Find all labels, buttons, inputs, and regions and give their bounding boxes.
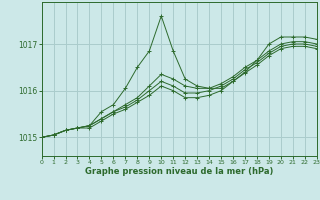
X-axis label: Graphe pression niveau de la mer (hPa): Graphe pression niveau de la mer (hPa) (85, 167, 273, 176)
